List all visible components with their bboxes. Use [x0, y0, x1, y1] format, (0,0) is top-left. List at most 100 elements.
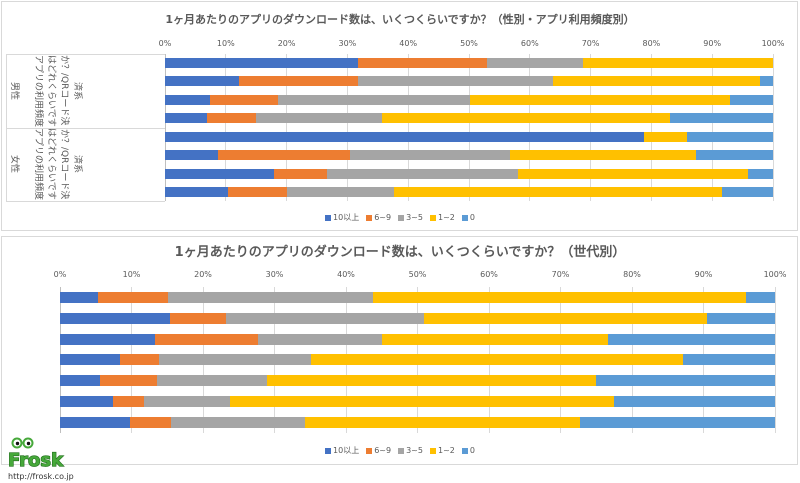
bar-segment [256, 113, 383, 124]
bar-segment [60, 312, 171, 324]
bar-segment [760, 76, 773, 87]
bar-segment [381, 333, 608, 345]
gridline [529, 53, 531, 202]
bar-segment [326, 168, 518, 179]
bar-segment [170, 312, 226, 324]
bar-segment [614, 396, 775, 407]
legend-label: 0 [469, 213, 475, 222]
bar-segment [165, 168, 274, 179]
legend-label: 6~9 [374, 213, 392, 222]
legend-item: 1~2 [429, 446, 455, 456]
bar-segment [60, 416, 131, 428]
bar-segment [583, 58, 773, 68]
bar-segment [60, 354, 121, 366]
x-tick-label: 20% [277, 39, 296, 48]
x-tick-label: 80% [642, 39, 661, 48]
gridline [468, 53, 470, 202]
bar-segment [273, 168, 327, 179]
legend-label: 10以上 [333, 446, 360, 455]
bar-segment [206, 113, 257, 124]
group-separator-line [6, 201, 165, 203]
bar-segment [721, 187, 773, 197]
bar-segment [170, 416, 306, 428]
legend-swatch [398, 215, 405, 221]
x-tick-label: 40% [399, 39, 418, 48]
x-tick-label: 80% [623, 270, 641, 279]
bar-segment [158, 354, 311, 366]
group-label: 女性 [9, 155, 19, 174]
bar-segment [670, 113, 773, 124]
gridline [225, 53, 227, 202]
bar-segment [357, 58, 488, 68]
x-tick-label: 60% [520, 39, 539, 48]
bar-segment [729, 94, 773, 105]
legend-item: 6~9 [366, 213, 391, 223]
bar-segment [165, 113, 207, 124]
group-separator-line [6, 53, 165, 55]
group-sublabel: アプリの利用頻度はどれくらいですか？/QRコード決済系 [33, 128, 82, 201]
x-tick-label: 90% [703, 39, 722, 48]
legend-item: 3~5 [398, 446, 423, 456]
gridline [407, 53, 409, 202]
legend-swatch [325, 448, 332, 454]
x-tick-label: 90% [694, 270, 713, 279]
legend-item: 1~2 [429, 213, 455, 223]
group-label: 男性 [9, 81, 19, 100]
website-url: http://frosk.co.jp [8, 472, 74, 481]
bar-segment [745, 292, 775, 303]
bar-segment [394, 187, 722, 197]
x-tick-label: 60% [480, 270, 498, 279]
bar-segment [373, 292, 746, 303]
logo-wordmark: Frosk [8, 450, 64, 471]
bar-segment [305, 416, 580, 428]
legend-swatch [429, 215, 436, 221]
legend-label: 3~5 [406, 446, 423, 455]
gridline [772, 53, 774, 202]
bar-segment [157, 375, 268, 387]
bar-segment [165, 131, 645, 142]
bar-segment [517, 168, 749, 179]
bar-segment [97, 292, 168, 303]
frosk-logo: Frosk [7, 437, 65, 472]
legend-label: 3~5 [406, 213, 423, 222]
gridline [774, 287, 776, 433]
x-tick-label: 70% [551, 270, 570, 279]
bar-segment [239, 76, 358, 87]
legend-swatch [429, 448, 436, 454]
legend-swatch [398, 448, 405, 454]
chart-title-gender-frequency: 1ヶ月あたりのアプリのダウンロード数は、いくつくらいですか？（性別・アプリ利用頻… [165, 13, 635, 26]
gridline [286, 53, 288, 202]
bar-segment [596, 375, 775, 387]
legend-label: 1~2 [437, 446, 455, 455]
legend-swatch [461, 215, 468, 221]
legend-item: 3~5 [398, 213, 423, 223]
bar-segment [155, 333, 259, 345]
group-sublabel: アプリの利用頻度はどれくらいですか？/QRコード決済系 [33, 54, 82, 127]
group-separator-line [6, 127, 165, 129]
bar-segment [423, 312, 708, 324]
chart-title-age: 1ヶ月あたりのアプリのダウンロード数は、いくつくらいですか？（世代別） [174, 245, 626, 260]
bar-segment [120, 354, 159, 366]
bar-segment [607, 333, 775, 345]
legend-swatch [325, 215, 332, 221]
bar-segment [209, 94, 279, 105]
legend-item: 6~9 [366, 446, 391, 456]
legend-swatch [366, 215, 373, 221]
bar-segment [130, 416, 171, 428]
chart-legend: 10以上 6~9 3~5 1~2 0 [0, 213, 800, 223]
x-tick-label: 100% [761, 39, 785, 48]
x-tick-label: 10% [122, 270, 141, 279]
bar-segment [682, 354, 775, 366]
x-tick-label: 40% [337, 270, 355, 279]
bar-segment [165, 76, 240, 87]
bar-segment [357, 76, 553, 87]
bar-segment [579, 416, 775, 428]
bar-segment [165, 58, 358, 68]
bar-segment [60, 333, 156, 345]
bar-segment [100, 375, 158, 387]
bar-segment [310, 354, 683, 366]
x-tick-label: 100% [763, 270, 787, 279]
legend-label: 10以上 [333, 213, 360, 222]
x-tick-label: 50% [408, 270, 427, 279]
